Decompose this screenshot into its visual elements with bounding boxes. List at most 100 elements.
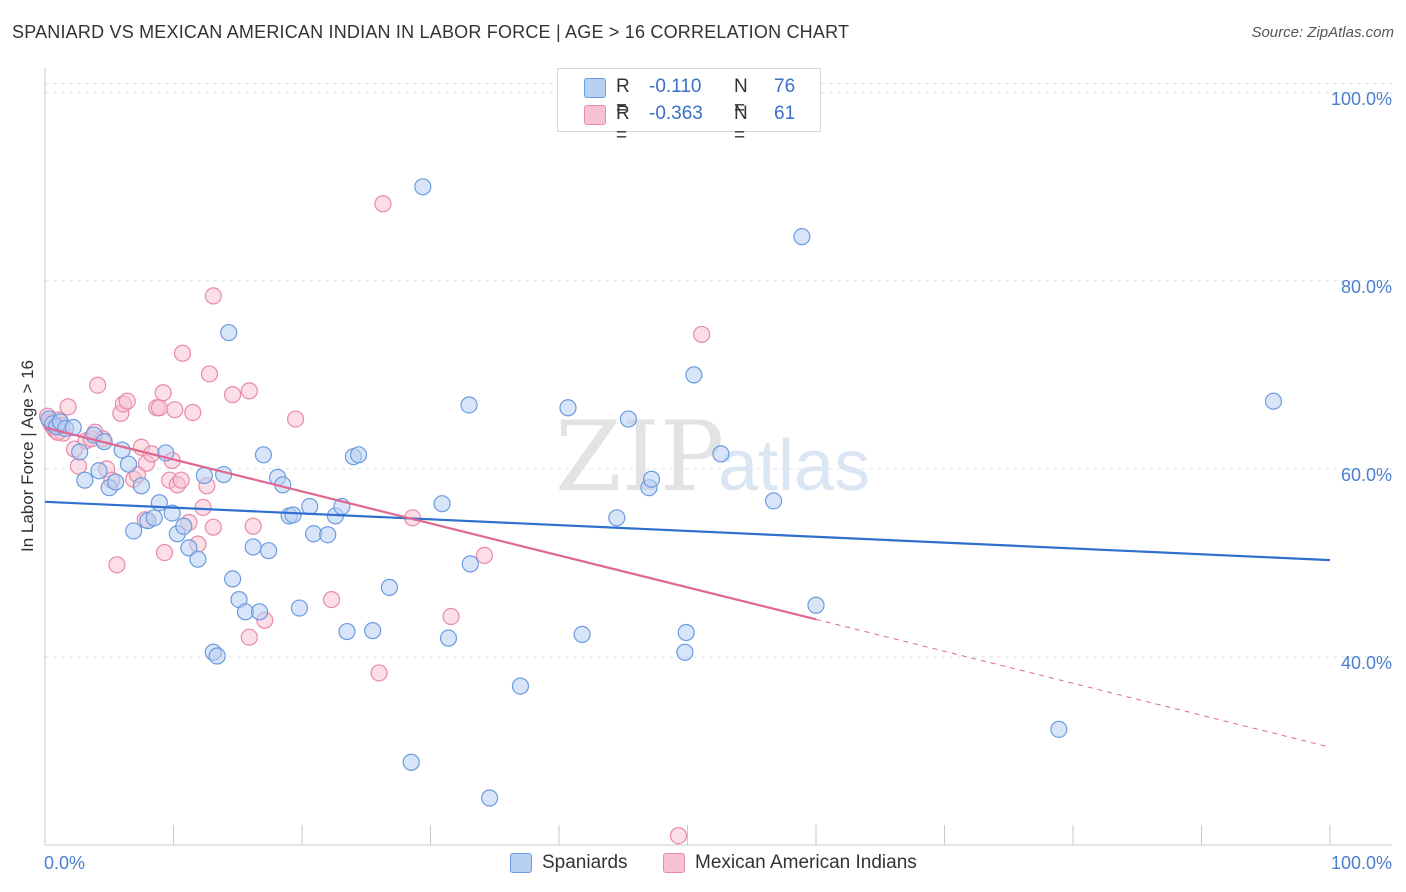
spaniard-point — [76, 471, 94, 489]
spaniard-point — [284, 506, 302, 524]
x-tick-label: 0.0% — [44, 853, 85, 873]
spaniard-point — [608, 509, 626, 527]
mexican-american-indian-point — [118, 392, 136, 410]
spaniard-point — [125, 522, 143, 540]
bottom-legend-label: Spaniards — [542, 852, 628, 873]
mexican-american-indian-point — [244, 517, 262, 535]
legend-n-value: 76 — [774, 76, 796, 97]
watermark-atlas: atlas — [718, 426, 870, 506]
spaniard-point — [319, 526, 337, 544]
mexican-american-indian-point — [204, 287, 222, 305]
mexican-american-indian-point — [155, 543, 174, 562]
legend-r-label: R = — [616, 103, 630, 146]
chart-title: SPANIARD VS MEXICAN AMERICAN INDIAN IN L… — [12, 22, 850, 42]
spaniard-point — [1050, 720, 1068, 738]
spaniard-point — [290, 599, 309, 617]
mexican-american-indian-point — [442, 607, 460, 626]
spaniard-point — [677, 623, 695, 642]
mexican-american-indian-point — [108, 556, 126, 574]
spaniard-point — [163, 504, 181, 522]
spaniard-point — [793, 228, 811, 246]
mexican-american-indian-point — [173, 344, 192, 362]
spaniard-point — [132, 477, 150, 495]
trend-lines — [44, 426, 1331, 748]
mexican-american-indian-point — [172, 471, 190, 489]
mexican-american-indian-point — [669, 826, 688, 845]
mexican-american-indian-point — [204, 518, 222, 536]
spaniard-point — [511, 677, 530, 695]
mexican-american-indian-point — [693, 325, 711, 344]
mexican-american-indians-trend-line — [44, 426, 817, 621]
spaniard-point — [764, 492, 783, 510]
spaniard-point — [402, 753, 420, 771]
spaniard-point — [481, 789, 499, 807]
x-tick-label: 100.0% — [1331, 853, 1392, 873]
spaniard-point — [712, 445, 730, 463]
spaniard-point — [224, 570, 242, 588]
mexican-american-indian-point — [59, 398, 77, 416]
tick-labels: 40.0% 60.0% 80.0% 100.0% 0.0% 100.0% — [44, 89, 1392, 873]
spaniard-point — [559, 399, 577, 417]
bottom-legend-swatch-blue — [510, 853, 532, 873]
spaniard-point — [573, 625, 591, 643]
spaniard-point — [685, 366, 703, 384]
spaniard-point — [254, 446, 273, 464]
spaniard-point — [119, 455, 138, 473]
spaniard-point — [244, 538, 262, 556]
spaniard-point — [250, 603, 269, 621]
mexican-american-indian-point — [322, 590, 341, 609]
mexican-american-indian-point — [150, 399, 168, 417]
spaniard-point — [220, 323, 238, 342]
legend-swatch-pink — [584, 105, 606, 125]
spaniard-point — [676, 643, 694, 661]
mexican-american-indian-point — [89, 376, 107, 394]
spaniard-point — [107, 473, 125, 491]
mexican-american-indian-point — [374, 195, 392, 213]
mexican-american-indian-point — [286, 410, 305, 428]
spaniard-point — [460, 396, 478, 414]
spaniard-point — [215, 465, 233, 484]
spaniard-point — [364, 622, 382, 640]
spaniard-point — [380, 578, 398, 596]
mexican-american-indian-point — [154, 384, 172, 402]
y-tick-label: 100.0% — [1331, 89, 1392, 109]
y-tick-label: 80.0% — [1341, 277, 1392, 297]
legend-n-value: 61 — [774, 103, 796, 124]
spaniard-point — [619, 410, 637, 428]
legend-r-value: -0.110 — [649, 76, 702, 97]
grid-lines — [45, 82, 1392, 658]
mexican-american-indian-point — [184, 403, 202, 422]
spaniard-point — [189, 550, 207, 568]
watermark: ZIP atlas — [555, 401, 870, 513]
legend-swatch-blue — [584, 78, 606, 98]
mexican-american-indian-point — [224, 386, 242, 404]
spaniard-point — [180, 539, 198, 557]
spaniard-point — [338, 622, 356, 641]
mexican-american-indian-point — [240, 628, 258, 646]
spaniard-point — [461, 555, 479, 573]
mexican-american-indian-point — [370, 664, 388, 682]
mexican-american-indian-point — [194, 498, 212, 517]
spaniard-point — [71, 443, 89, 461]
spaniards-trend-line — [44, 500, 1331, 562]
axes — [44, 68, 1392, 846]
mexican-american-indians-trend-extension — [815, 618, 1331, 748]
spaniard-point — [349, 446, 368, 464]
bottom-legend-label: Mexican American Indians — [695, 852, 917, 873]
bottom-legend-swatch-pink — [663, 853, 685, 873]
y-tick-label: 40.0% — [1341, 653, 1392, 673]
spaniard-point — [414, 178, 432, 196]
stats-legend: R = -0.110 N = 76 R = -0.363 N = 61 — [557, 68, 821, 146]
source-credit: Source: ZipAtlas.com — [1251, 24, 1394, 41]
spaniard-point — [90, 462, 108, 480]
mexican-american-indian-point — [240, 382, 258, 400]
spaniard-point — [1264, 392, 1283, 410]
spaniard-point — [145, 509, 163, 527]
mexican-american-indian-point — [475, 546, 494, 565]
mexican-american-indian-point — [200, 365, 219, 383]
blue-points — [40, 178, 1283, 807]
spaniard-point — [208, 647, 226, 665]
mexican-american-indian-point — [166, 401, 184, 419]
legend-n-label: N = — [734, 76, 748, 119]
